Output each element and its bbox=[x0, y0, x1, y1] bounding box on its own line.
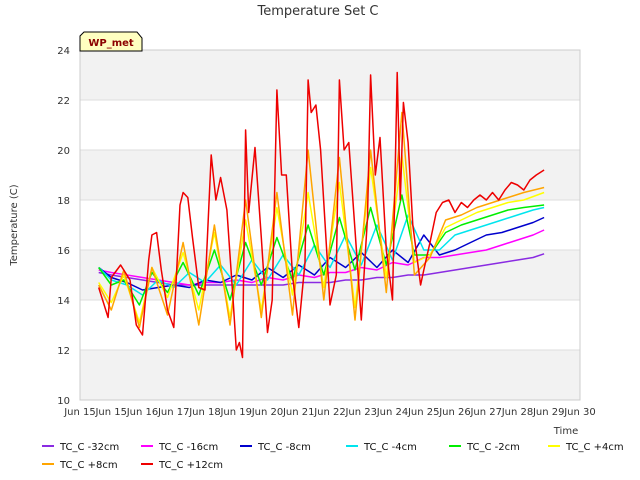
x-tick-label: Jun 22 bbox=[313, 407, 346, 418]
x-tick-label: Jun 27 bbox=[469, 407, 502, 418]
station-badge: WP_met bbox=[79, 31, 143, 52]
grid-band bbox=[80, 50, 580, 100]
x-tick-label: Jun 16 bbox=[126, 407, 159, 418]
y-tick-label: 24 bbox=[57, 46, 70, 57]
legend: TC_C -32cm TC_C -16cm TC_C -8cm TC_C -4cm TC… bbox=[42, 442, 624, 471]
x-tick-label: Jun 15 bbox=[63, 407, 96, 418]
grid-band bbox=[80, 100, 580, 150]
legend-label: TC_C -16cm bbox=[158, 442, 218, 453]
grid-band bbox=[80, 150, 580, 200]
legend-label: TC_C +4cm bbox=[565, 442, 624, 453]
x-axis-label: Time bbox=[553, 426, 578, 437]
y-tick-label: 18 bbox=[57, 196, 70, 207]
x-tick-label: Jun 28 bbox=[501, 407, 534, 418]
legend-label: TC_C -2cm bbox=[466, 442, 520, 453]
y-tick-label: 14 bbox=[57, 296, 70, 307]
legend-label: TC_C -8cm bbox=[257, 442, 311, 453]
x-tick-label: Jun 30 bbox=[563, 407, 596, 418]
x-tick-label: Jun 20 bbox=[251, 407, 284, 418]
series-lines bbox=[97, 71, 545, 359]
y-tick-label: 12 bbox=[57, 346, 70, 357]
grid-band bbox=[80, 350, 580, 400]
x-tick-label: Jun 17 bbox=[157, 407, 190, 418]
chart-title: Temperature Set C bbox=[256, 4, 378, 19]
x-tick-label: Jun 26 bbox=[438, 407, 471, 418]
grid-band bbox=[80, 300, 580, 350]
plot-border bbox=[79, 49, 581, 401]
x-tick-label: Jun 15 bbox=[94, 407, 127, 418]
series-line bbox=[97, 71, 545, 359]
x-tick-label: Jun 24 bbox=[376, 407, 409, 418]
legend-label: TC_C +8cm bbox=[59, 460, 118, 471]
legend-label: TC_C -32cm bbox=[59, 442, 119, 453]
x-tick-label: Jun 25 bbox=[407, 407, 440, 418]
y-tick-label: 22 bbox=[57, 96, 70, 107]
station-badge-box bbox=[79, 31, 143, 52]
y-tick-label: 10 bbox=[57, 396, 70, 407]
x-tick-label: Jun 19 bbox=[219, 407, 252, 418]
series-line bbox=[98, 111, 545, 329]
y-tick-label: 16 bbox=[57, 246, 70, 257]
y-tick-labels: 10 12 14 16 18 20 22 24 bbox=[57, 46, 70, 407]
x-tick-label: Jun 21 bbox=[282, 407, 315, 418]
legend-label: TC_C -4cm bbox=[363, 442, 417, 453]
station-badge-text: WP_met bbox=[88, 38, 134, 49]
x-tick-label: Jun 29 bbox=[532, 407, 565, 418]
legend-label: TC_C +12cm bbox=[158, 460, 223, 471]
x-tick-labels: Jun 15 Jun 15 Jun 16 Jun 17 Jun 18 Jun 19 Jun … bbox=[63, 407, 596, 418]
x-tick-label: Jun 18 bbox=[188, 407, 221, 418]
y-tick-label: 20 bbox=[57, 146, 70, 157]
y-axis-label: Temperature (C) bbox=[9, 184, 20, 266]
x-tick-label: Jun 23 bbox=[344, 407, 377, 418]
grid-bands bbox=[80, 50, 580, 400]
